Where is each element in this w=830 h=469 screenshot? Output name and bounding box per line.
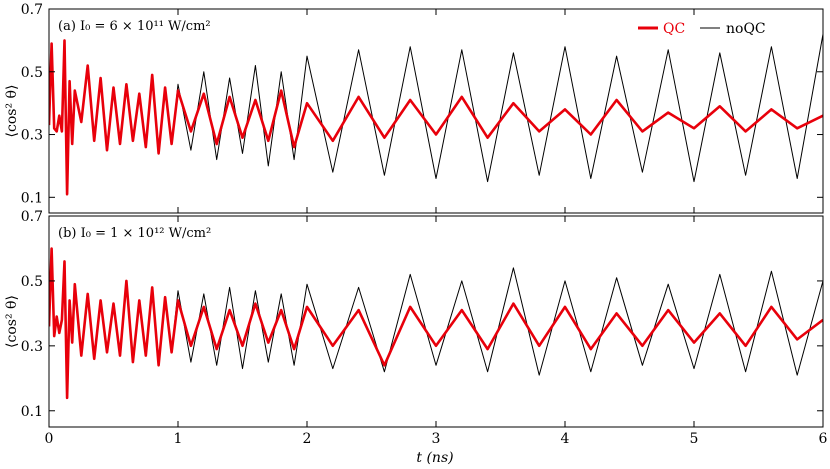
y-axis-title: ⟨cos² θ⟩ <box>4 85 20 138</box>
y-tick-label: 0.1 <box>21 404 43 420</box>
series-line-qc-panel-a <box>49 39 823 196</box>
y-tick-label: 0.3 <box>21 339 43 355</box>
y-tick-label: 0.7 <box>21 2 43 18</box>
x-tick-label: 2 <box>303 431 312 447</box>
legend: QC noQC <box>638 21 766 37</box>
y-tick-label: 0.7 <box>21 209 43 225</box>
y-tick-label: 0.1 <box>21 190 43 206</box>
panel-b: 0.1 0.3 0.5 0.7 ⟨cos² θ⟩ (b) I₀ = 1 × 10¹² W/… <box>4 209 824 428</box>
series-line-noqc-panel-a <box>49 34 823 195</box>
x-tick-label: 1 <box>174 431 183 447</box>
x-tick-label: 0 <box>45 431 54 447</box>
plot-frame <box>48 8 824 214</box>
y-axis-title: ⟨cos² θ⟩ <box>4 295 20 348</box>
series-line-qc-panel-b <box>49 247 823 400</box>
panel-a: 0.1 0.3 0.5 0.7 ⟨cos² θ⟩ (a) I₀ = 6 × 10¹¹ W/… <box>4 2 824 214</box>
x-axis-title: t (ns) <box>416 450 453 466</box>
series-line-noqc-panel-b <box>49 248 823 399</box>
panel-label: (b) I₀ = 1 × 10¹² W/cm² <box>58 226 211 241</box>
panel-label: (a) I₀ = 6 × 10¹¹ W/cm² <box>58 19 211 34</box>
y-tick-label: 0.5 <box>21 274 43 290</box>
legend-label-qc: QC <box>663 21 685 37</box>
x-tick-label: 6 <box>819 431 828 447</box>
x-tick-label: 5 <box>690 431 699 447</box>
x-tick-label: 3 <box>432 431 441 447</box>
x-axis: 0 1 2 3 4 5 6 <box>45 431 828 447</box>
x-tick-label: 4 <box>561 431 570 447</box>
legend-label-noqc: noQC <box>726 21 766 37</box>
y-tick-label: 0.5 <box>21 65 43 81</box>
y-tick-label: 0.3 <box>21 128 43 144</box>
